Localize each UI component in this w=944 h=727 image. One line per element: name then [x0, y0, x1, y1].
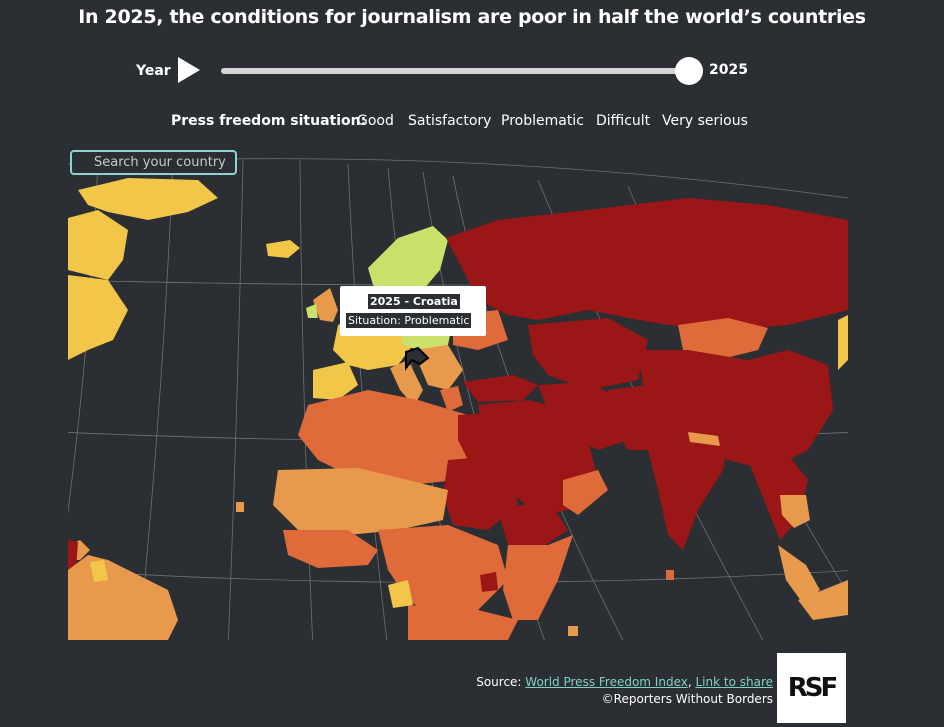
region-indonesia[interactable] — [798, 580, 848, 620]
region-iberia[interactable] — [313, 362, 358, 400]
legend-item-very-serious[interactable]: Very serious — [662, 113, 748, 129]
region-iran[interactable] — [538, 382, 628, 450]
year-value: 2025 — [709, 62, 748, 78]
region-canada-east[interactable] — [68, 210, 128, 280]
region-rwanda[interactable] — [480, 572, 498, 592]
copyright: ©Reporters Without Borders — [601, 692, 773, 706]
source-prefix: Source: — [476, 675, 526, 689]
region-italy[interactable] — [390, 360, 423, 406]
region-greenland[interactable] — [78, 178, 218, 220]
world-map[interactable] — [68, 150, 848, 640]
legend-item-problematic[interactable]: Problematic — [501, 113, 584, 129]
legend-title: Press freedom situation: — [171, 113, 367, 129]
legend: Press freedom situation: Good Satisfacto… — [0, 113, 944, 133]
region-uk[interactable] — [313, 288, 338, 322]
region-russia[interactable] — [446, 198, 848, 330]
chart-title: In 2025, the conditions for journalism a… — [78, 6, 866, 28]
region-southern-africa[interactable] — [408, 605, 518, 640]
region-scandinavia[interactable] — [368, 226, 448, 300]
region-morocco[interactable] — [303, 400, 343, 435]
region-mongolia[interactable] — [678, 318, 768, 360]
region-west-africa[interactable] — [283, 530, 378, 568]
tooltip-situation: Situation: Problematic — [346, 313, 472, 328]
region-sahel[interactable] — [273, 468, 448, 535]
year-slider[interactable] — [221, 68, 691, 74]
region-islands-indian[interactable] — [568, 626, 578, 636]
region-east-africa[interactable] — [503, 535, 573, 620]
region-north-africa[interactable] — [298, 390, 473, 485]
region-malaysia[interactable] — [778, 545, 820, 605]
play-icon[interactable] — [178, 57, 200, 83]
year-slider-handle[interactable] — [675, 57, 703, 85]
source-separator: , — [687, 675, 696, 689]
tooltip-title: 2025 - Croatia — [368, 294, 460, 309]
year-label: Year — [136, 63, 171, 79]
region-islands-atlantic[interactable] — [236, 502, 244, 512]
region-gabon[interactable] — [388, 580, 413, 608]
region-china[interactable] — [638, 350, 833, 470]
source-footer: Source: World Press Freedom Index, Link … — [476, 674, 773, 708]
region-nepal[interactable] — [688, 432, 720, 446]
region-south-america[interactable] — [68, 555, 178, 640]
search-input[interactable] — [70, 150, 237, 175]
region-guyana[interactable] — [90, 560, 108, 582]
country-tooltip: 2025 - Croatia Situation: Problematic — [340, 286, 486, 336]
region-turkey[interactable] — [463, 375, 538, 402]
share-link[interactable]: Link to share — [695, 675, 773, 689]
source-link[interactable]: World Press Freedom Index — [525, 675, 688, 689]
region-greece[interactable] — [440, 386, 463, 412]
region-canada-east-2[interactable] — [68, 275, 128, 360]
region-korea-japan[interactable] — [838, 315, 848, 370]
region-ireland[interactable] — [306, 304, 318, 318]
region-egypt[interactable] — [458, 412, 513, 460]
year-controls: Year 2025 — [0, 54, 944, 88]
region-venezuela[interactable] — [68, 540, 78, 570]
region-thailand[interactable] — [780, 495, 810, 528]
legend-item-good[interactable]: Good — [357, 113, 394, 129]
legend-item-satisfactory[interactable]: Satisfactory — [408, 113, 492, 129]
region-yemen-oman[interactable] — [563, 470, 608, 515]
region-central-asia[interactable] — [528, 318, 648, 390]
region-iceland[interactable] — [266, 240, 300, 258]
region-croatia[interactable] — [405, 346, 430, 371]
region-islands-maldives[interactable] — [666, 570, 674, 580]
region-ethiopia[interactable] — [498, 500, 568, 550]
legend-item-difficult[interactable]: Difficult — [596, 113, 651, 129]
rsf-logo[interactable]: RSF — [777, 653, 846, 723]
region-india[interactable] — [648, 415, 728, 550]
